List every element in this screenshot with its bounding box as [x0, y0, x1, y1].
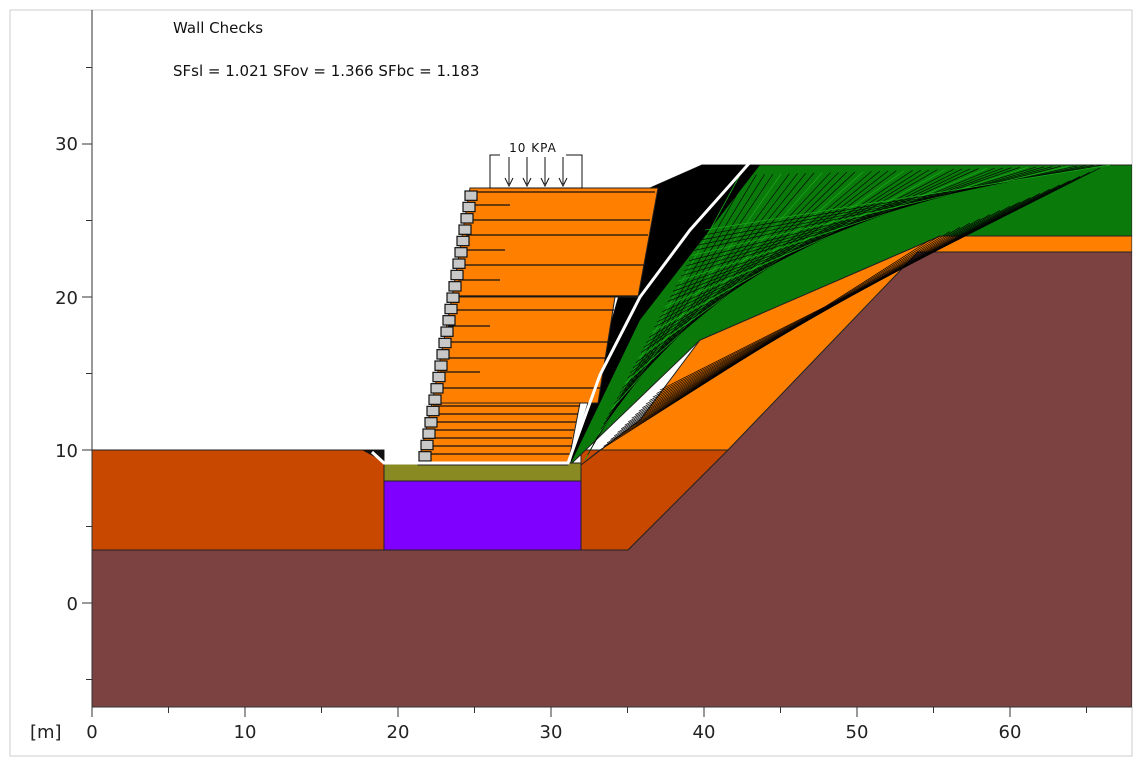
slip-fan-line — [635, 170, 897, 364]
facing-block — [446, 292, 460, 303]
plot-area: 10 KPA — [92, 140, 1132, 707]
slip-fan-line — [619, 171, 848, 394]
facing-block — [462, 201, 476, 213]
slip-fan-line — [670, 167, 1004, 297]
load-arrow-head — [504, 177, 514, 188]
reinforced-zone-lower — [417, 402, 581, 466]
slip-fan-line — [672, 167, 1012, 292]
facing-block — [436, 349, 450, 360]
axis-unit-label: [m] — [30, 722, 62, 743]
facing-block — [442, 315, 456, 326]
facing-block — [428, 394, 442, 405]
slip-surface-fan — [570, 164, 1111, 465]
slip-fan-line — [622, 171, 856, 389]
slip-fan-line — [587, 174, 749, 456]
slip-fan-line — [638, 170, 905, 359]
facing-block — [418, 451, 432, 462]
facing-block — [422, 428, 436, 439]
axis-ticks — [82, 67, 1087, 717]
slip-fan-line — [664, 167, 987, 308]
y-tick-label-30: 30 — [55, 134, 78, 155]
critical-slip-surface — [370, 159, 754, 465]
x-tick-label-40: 40 — [693, 722, 716, 743]
facing-block — [444, 303, 458, 315]
facing-block — [424, 417, 438, 428]
wall-facing-blocks — [418, 190, 478, 462]
facing-block — [430, 383, 444, 394]
x-tick-label-20: 20 — [387, 722, 410, 743]
slip-fan-line — [590, 174, 757, 450]
slip-fan-line — [627, 171, 872, 379]
foundation-soil-layer — [92, 449, 385, 551]
facing-block — [464, 190, 478, 201]
foundation-block — [383, 480, 582, 551]
slip-fan-line — [688, 166, 1061, 261]
slip-fan-line — [632, 170, 889, 369]
x-tick-label-60: 60 — [999, 722, 1022, 743]
load-arrow-head — [540, 177, 550, 188]
slip-fan-line — [680, 166, 1037, 277]
slip-fan-line — [611, 172, 823, 410]
facing-block — [440, 326, 454, 337]
slip-fan-line — [616, 172, 839, 399]
facing-block — [432, 371, 446, 383]
facing-block — [438, 337, 452, 349]
facing-block — [460, 213, 474, 224]
slip-fan-line — [624, 171, 864, 384]
safety-factors-text: SFsl = 1.021 SFov = 1.366 SFbc = 1.183 — [173, 62, 479, 80]
slip-fan-line — [614, 172, 831, 404]
facing-block — [456, 235, 470, 247]
x-tick-label-0: 0 — [86, 722, 97, 743]
load-arrow-head — [522, 177, 532, 188]
x-tick-label-50: 50 — [846, 722, 869, 743]
load-arrow-head — [558, 177, 568, 188]
x-tick-label-10: 10 — [234, 722, 257, 743]
reinforcement-layers — [422, 191, 655, 455]
facing-block — [454, 247, 468, 258]
x-tick-label-30: 30 — [540, 722, 563, 743]
slip-fan-line — [704, 164, 1111, 231]
backfill-orange-layer — [580, 235, 1132, 466]
surcharge-load: 10 KPA — [489, 140, 583, 189]
slip-fan-line — [691, 165, 1069, 256]
slip-fan-line — [686, 166, 1053, 267]
facing-block — [458, 224, 472, 235]
slip-fan-line — [584, 174, 741, 461]
facing-block — [420, 439, 434, 451]
slip-fan-line — [675, 167, 1020, 287]
y-tick-label-0: 0 — [67, 594, 78, 615]
surcharge-label: 10 KPA — [509, 141, 557, 155]
slip-fan-line — [640, 170, 913, 353]
facing-block — [450, 269, 464, 281]
reinforced-zone-middle — [431, 296, 616, 404]
y-tick-label-10: 10 — [55, 441, 78, 462]
slip-fan-line — [652, 176, 1081, 398]
slip-fan-line — [678, 166, 1028, 282]
leveling-pad — [383, 462, 582, 482]
slip-fan-line — [659, 167, 1101, 391]
slip-fan-line — [683, 166, 1045, 272]
facing-block — [452, 258, 466, 269]
slip-fan-line — [630, 170, 880, 374]
facing-block — [426, 405, 440, 417]
slip-fan-line — [694, 165, 1078, 251]
facing-block — [448, 281, 462, 292]
facing-block — [434, 360, 448, 371]
slip-fan-line — [667, 167, 996, 302]
slip-fan-dense — [570, 165, 760, 465]
y-tick-label-20: 20 — [55, 288, 78, 309]
chart-title: Wall Checks — [173, 19, 263, 37]
